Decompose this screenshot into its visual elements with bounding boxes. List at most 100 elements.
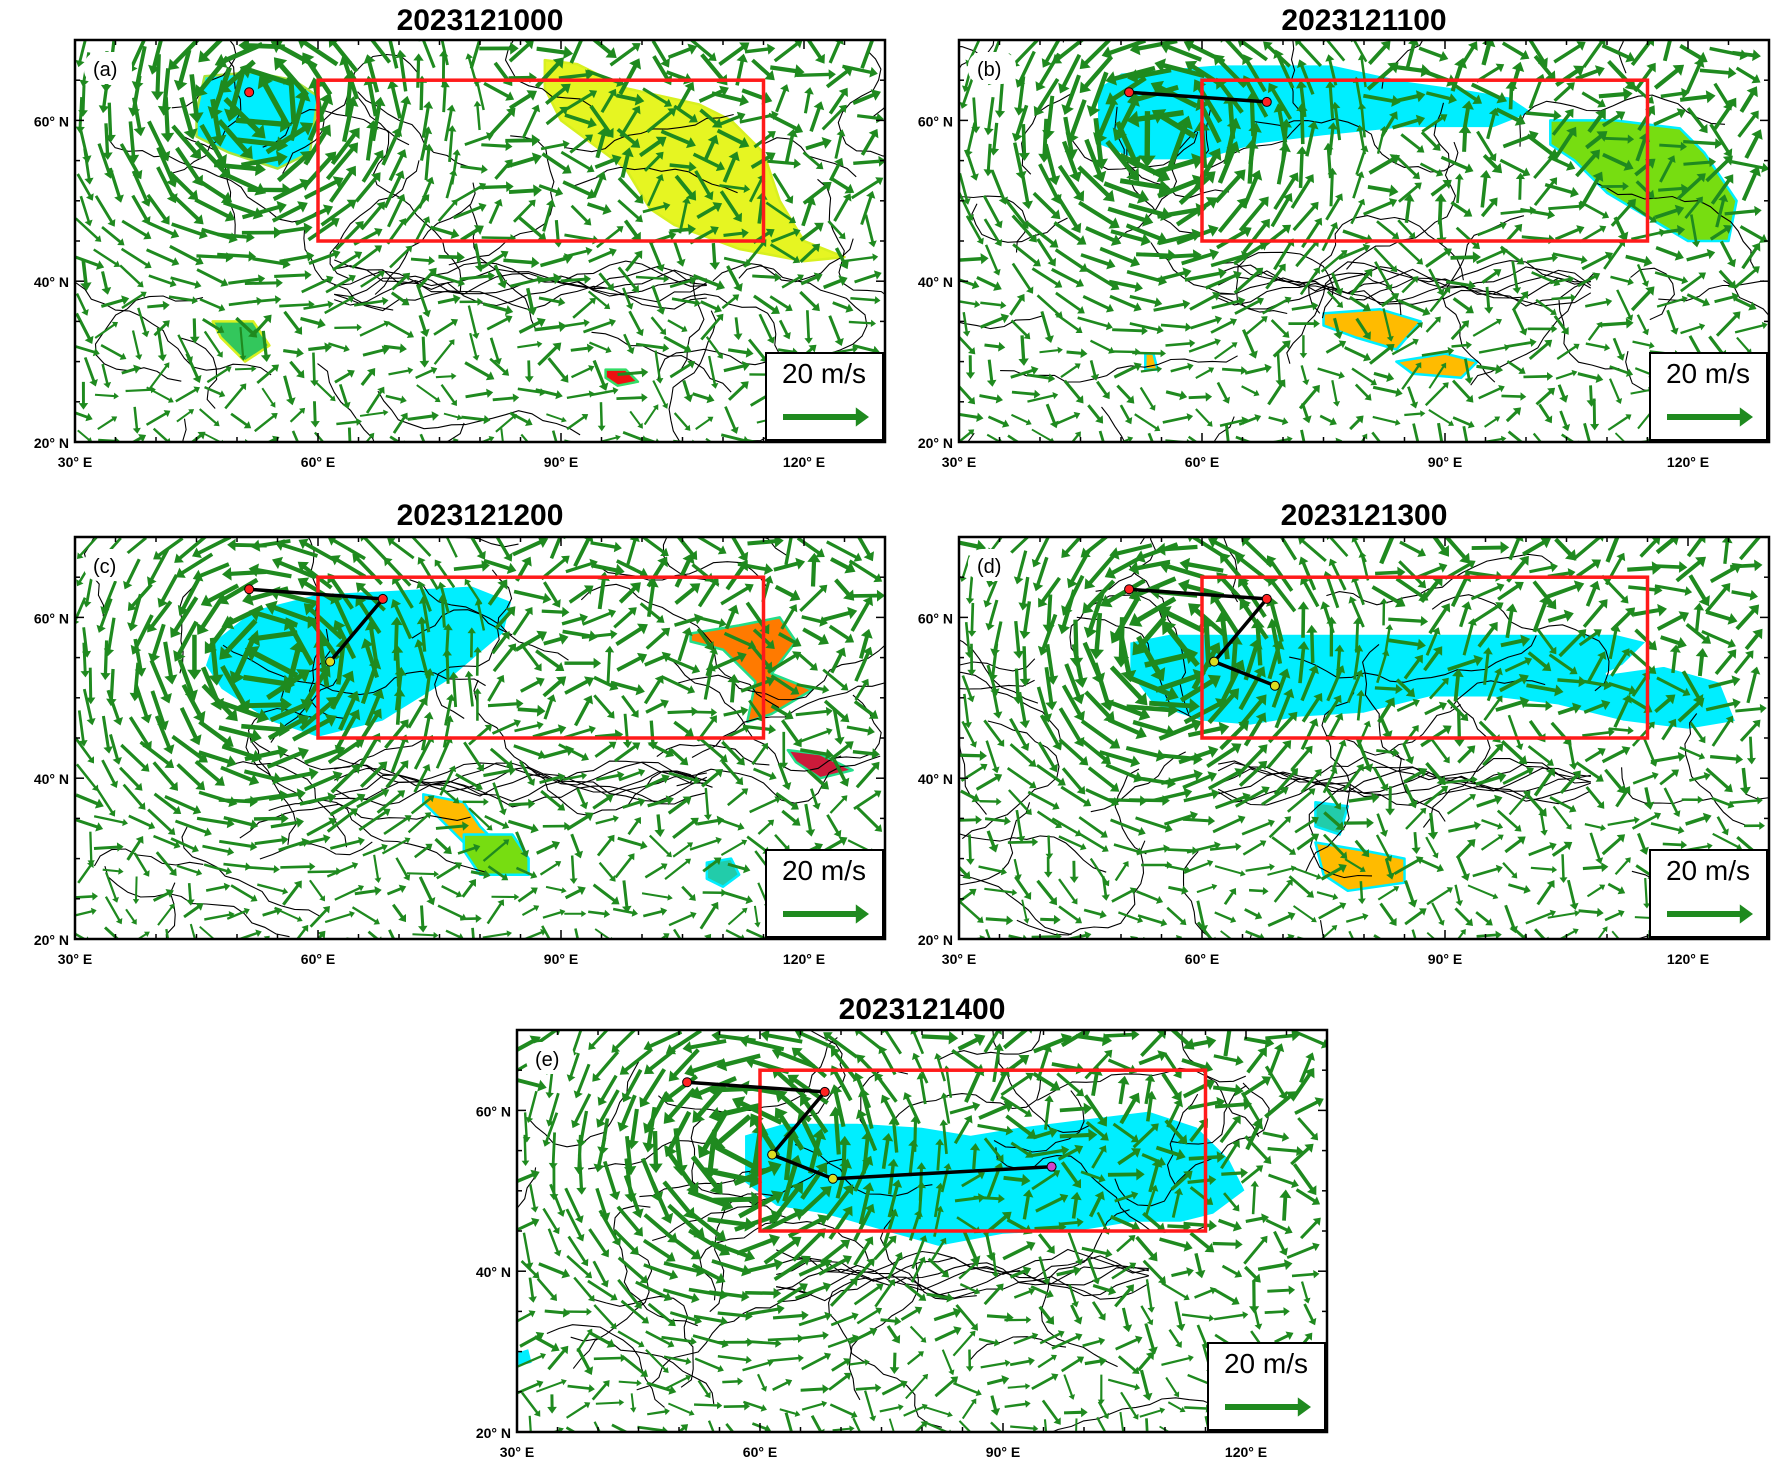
wind-arrow	[1653, 108, 1686, 127]
wind-arrow	[517, 1169, 540, 1184]
wind-arrow	[248, 865, 280, 874]
wind-arrow	[440, 80, 450, 113]
wind-arrow	[1294, 1097, 1324, 1115]
contour-line	[1040, 1209, 1130, 1368]
wind-arrow	[1219, 720, 1249, 751]
study-box-outline	[758, 1068, 1208, 1233]
wind-arrow	[307, 92, 334, 142]
wind-arrow	[418, 314, 430, 337]
wind-arrow	[1425, 91, 1457, 104]
wind-arrow	[1297, 641, 1310, 684]
contour-line	[776, 1264, 1149, 1292]
wind-arrow	[328, 342, 350, 353]
wind-arrow	[1744, 628, 1763, 651]
wind-arrow	[1085, 267, 1120, 291]
wind-arrow	[1398, 241, 1424, 265]
wind-arrow	[474, 599, 486, 631]
wind-arrow	[467, 305, 480, 339]
wind-arrow	[464, 361, 495, 381]
wind-arrow	[733, 317, 743, 341]
wind-arrow	[834, 578, 855, 601]
wind-arrow	[881, 1133, 894, 1169]
wind-arrow	[854, 270, 882, 284]
wind-arrow	[627, 817, 641, 836]
wind-arrow	[517, 887, 538, 903]
wind-arrow	[235, 365, 257, 373]
wind-arrow	[745, 1287, 782, 1299]
wind-arrow	[1213, 1083, 1244, 1097]
wind-arrow	[487, 698, 524, 709]
wind-arrow	[1454, 709, 1465, 747]
wind-arrow	[1078, 816, 1108, 838]
wind-arrow	[388, 367, 414, 376]
wind-arrow	[217, 250, 257, 262]
wind-arrow	[1608, 624, 1621, 660]
wind-arrow	[983, 143, 994, 177]
map-panel-a: 2023121000 30° E 60° E 90° E 120° E20° N40°…	[34, 4, 887, 470]
wind-arrow	[707, 1082, 754, 1098]
wind-arrow	[889, 1352, 900, 1374]
wind-arrow	[983, 575, 1000, 608]
wind-arrow	[1187, 537, 1226, 559]
wind-arrow	[1107, 206, 1154, 227]
wind-arrow	[931, 1237, 947, 1261]
wind-arrow	[1078, 200, 1120, 229]
wind-arrow	[1267, 639, 1285, 680]
wind-arrow	[1420, 131, 1441, 151]
wind-arrow	[702, 1129, 719, 1180]
wind-arrow	[1470, 82, 1507, 104]
wind-arrow	[288, 88, 311, 142]
wind-arrow	[617, 266, 639, 293]
wind-arrow	[671, 297, 701, 307]
wind-arrow	[716, 111, 746, 127]
wind-arrow	[1038, 1233, 1055, 1254]
wind-arrow	[618, 1379, 642, 1387]
wind-arrow	[752, 272, 782, 282]
wind-arrow	[483, 558, 517, 574]
track-point	[827, 1173, 838, 1184]
wind-arrow	[179, 96, 198, 140]
wind-arrow	[1496, 809, 1522, 832]
contour-line	[1114, 768, 1147, 855]
wind-arrow	[1058, 53, 1082, 94]
wind-arrow	[546, 1092, 560, 1127]
wind-arrow	[435, 821, 469, 831]
wind-arrow	[597, 1118, 610, 1155]
wind-arrow	[1584, 747, 1606, 763]
wind-arrow	[1300, 1281, 1311, 1304]
wind-arrow	[707, 1420, 715, 1432]
wind-arrow	[829, 795, 848, 814]
wind-arrow	[1041, 1399, 1061, 1425]
map-axes: 30° E 60° E 90° E 120° E20° N40° N60° N	[918, 39, 1770, 470]
wind-arrow	[703, 787, 712, 821]
wind-arrow	[1249, 887, 1269, 896]
wind-arrow	[622, 797, 646, 809]
wind-arrow	[1353, 617, 1363, 653]
contour-line	[329, 160, 420, 280]
wind-arrow	[672, 842, 693, 858]
wind-arrow	[1511, 260, 1522, 294]
wind-arrow	[964, 149, 979, 181]
wind-arrow	[1532, 595, 1551, 633]
wind-vectors	[959, 40, 1769, 442]
wind-arrow	[1486, 667, 1503, 702]
wind-arrow	[677, 1424, 689, 1432]
wind-arrow	[1119, 1092, 1140, 1125]
wind-arrow	[152, 427, 171, 442]
study-box-outline	[316, 78, 766, 243]
wind-arrow	[1371, 431, 1382, 442]
wind-arrow	[157, 903, 175, 926]
wind-arrow	[1163, 1053, 1182, 1079]
wind-arrow	[796, 69, 836, 80]
wind-arrow	[1069, 860, 1079, 883]
wind-arrow	[1504, 904, 1518, 934]
wind-arrow	[439, 50, 449, 88]
wind-arrow	[1533, 177, 1558, 206]
wind-arrow	[1500, 634, 1531, 648]
wind-arrow	[743, 1400, 767, 1412]
wind-arrow	[537, 342, 562, 366]
wind-arrow	[588, 1228, 609, 1258]
wind-arrow	[853, 790, 882, 810]
wind-arrow	[1189, 1186, 1214, 1205]
wind-arrow	[1295, 1188, 1321, 1205]
